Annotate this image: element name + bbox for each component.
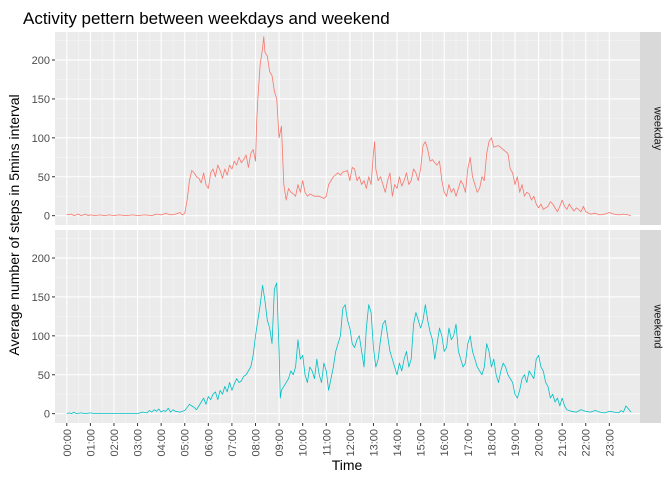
y-tick-label: 50: [38, 172, 50, 184]
y-tick-label: 0: [44, 211, 50, 223]
x-tick-label: 14:00: [392, 429, 404, 457]
x-tick-label: 15:00: [416, 429, 428, 457]
x-tick-label: 10:00: [298, 429, 310, 457]
panel-background: [55, 230, 640, 423]
x-tick-label: 07:00: [227, 429, 239, 457]
x-tick-label: 17:00: [463, 429, 475, 457]
facet-label-weekend: weekend: [652, 303, 664, 348]
y-tick-label: 0: [44, 409, 50, 421]
x-tick-label: 05:00: [180, 429, 192, 457]
x-tick-label: 12:00: [345, 429, 357, 457]
x-tick-label: 23:00: [604, 429, 616, 457]
x-tick-label: 16:00: [439, 429, 451, 457]
x-tick-label: 19:00: [510, 429, 522, 457]
series-line-weekend: [66, 282, 632, 415]
facet-strip: [640, 32, 661, 225]
x-tick-label: 04:00: [156, 429, 168, 457]
x-tick-label: 01:00: [85, 429, 97, 457]
x-tick-label: 22:00: [581, 429, 593, 457]
x-tick-label: 00:00: [62, 429, 74, 457]
x-tick-label: 21:00: [557, 429, 569, 457]
panel-weekday: 0 50 100 150 200 weekday: [32, 32, 664, 225]
x-tick-label: 08:00: [251, 429, 263, 457]
x-tick-label: 11:00: [321, 429, 333, 456]
y-tick-label: 200: [32, 55, 50, 67]
facet-label-weekday: weekday: [652, 106, 664, 151]
y-tick-label: 100: [32, 133, 50, 145]
y-tick-label: 100: [32, 331, 50, 343]
facet-strip: [640, 230, 661, 423]
chart-panels: 0 50 100 150 200 weekday 0 50 100 150 200 weekend: [32, 32, 664, 423]
x-axis-title: Time: [332, 457, 363, 473]
x-tick-label: 02:00: [109, 429, 121, 457]
panel-background: [55, 32, 640, 225]
panel-weekend: 0 50 100 150 200 weekend: [32, 230, 664, 423]
y-tick-label: 150: [32, 94, 50, 106]
x-tick-label: 18:00: [486, 429, 498, 457]
x-tick-label: 09:00: [274, 429, 286, 457]
x-tick-label: 13:00: [368, 429, 380, 457]
x-tick-label: 20:00: [534, 429, 546, 457]
y-tick-label: 150: [32, 292, 50, 304]
y-tick-label: 50: [38, 370, 50, 382]
y-tick-label: 200: [32, 253, 50, 265]
x-tick-label: 06:00: [203, 429, 215, 457]
x-axis: 00:00 01:00 02:00 03:00 04:00 05:00 06:00 07:00…: [62, 423, 616, 457]
series-line-weekday: [66, 36, 632, 217]
chart-title: Activity pettern between weekdays and we…: [23, 9, 390, 28]
y-axis-title: Average number of steps in 5mins interva…: [6, 94, 22, 355]
x-tick-label: 03:00: [133, 429, 145, 457]
